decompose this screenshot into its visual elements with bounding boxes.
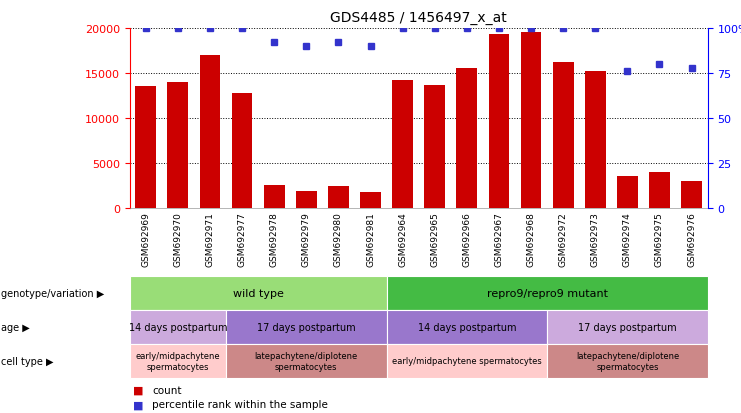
Text: latepachytene/diplotene
spermatocytes: latepachytene/diplotene spermatocytes	[255, 351, 358, 370]
Text: GSM692975: GSM692975	[655, 211, 664, 266]
Bar	[296, 192, 316, 208]
Text: GSM692964: GSM692964	[398, 211, 407, 266]
Text: GSM692966: GSM692966	[462, 211, 471, 266]
Text: genotype/variation ▶: genotype/variation ▶	[1, 288, 104, 298]
Text: GSM692970: GSM692970	[173, 211, 182, 266]
Text: GSM692972: GSM692972	[559, 211, 568, 266]
Text: repro9/repro9 mutant: repro9/repro9 mutant	[487, 288, 608, 298]
Bar	[585, 72, 605, 208]
Bar	[136, 87, 156, 208]
Bar	[488, 35, 509, 208]
Text: GSM692980: GSM692980	[334, 211, 343, 266]
Text: GSM692965: GSM692965	[431, 211, 439, 266]
Text: percentile rank within the sample: percentile rank within the sample	[152, 399, 328, 409]
Text: age ▶: age ▶	[1, 322, 30, 332]
Bar	[649, 172, 670, 208]
Text: GSM692968: GSM692968	[527, 211, 536, 266]
Text: GSM692973: GSM692973	[591, 211, 599, 266]
Bar	[553, 63, 574, 208]
Text: latepachytene/diplotene
spermatocytes: latepachytene/diplotene spermatocytes	[576, 351, 679, 370]
Text: 14 days postpartum: 14 days postpartum	[418, 322, 516, 332]
Bar	[456, 68, 477, 208]
Text: GSM692971: GSM692971	[205, 211, 214, 266]
Bar	[328, 187, 349, 208]
Text: 17 days postpartum: 17 days postpartum	[257, 322, 356, 332]
Bar	[681, 181, 702, 208]
Text: cell type ▶: cell type ▶	[1, 356, 54, 366]
Bar	[392, 81, 413, 208]
Text: 14 days postpartum: 14 days postpartum	[129, 322, 227, 332]
Text: GSM692967: GSM692967	[494, 211, 503, 266]
Text: count: count	[152, 385, 182, 395]
Bar	[264, 186, 285, 208]
Bar	[425, 86, 445, 208]
Bar	[521, 33, 542, 208]
Text: ■: ■	[133, 385, 144, 395]
Text: GSM692974: GSM692974	[623, 211, 632, 266]
Text: early/midpachytene spermatocytes: early/midpachytene spermatocytes	[392, 356, 542, 366]
Text: ■: ■	[133, 399, 144, 409]
Text: 17 days postpartum: 17 days postpartum	[578, 322, 677, 332]
Text: early/midpachytene
spermatocytes: early/midpachytene spermatocytes	[136, 351, 220, 370]
Text: GSM692979: GSM692979	[302, 211, 310, 266]
Bar	[617, 177, 638, 208]
Text: wild type: wild type	[233, 288, 284, 298]
Bar	[232, 93, 253, 208]
Title: GDS4485 / 1456497_x_at: GDS4485 / 1456497_x_at	[330, 11, 507, 25]
Text: GSM692978: GSM692978	[270, 211, 279, 266]
Text: GSM692977: GSM692977	[238, 211, 247, 266]
Bar	[167, 83, 188, 208]
Text: GSM692976: GSM692976	[687, 211, 696, 266]
Text: GSM692981: GSM692981	[366, 211, 375, 266]
Bar	[199, 56, 220, 208]
Bar	[360, 193, 381, 208]
Text: GSM692969: GSM692969	[142, 211, 150, 266]
